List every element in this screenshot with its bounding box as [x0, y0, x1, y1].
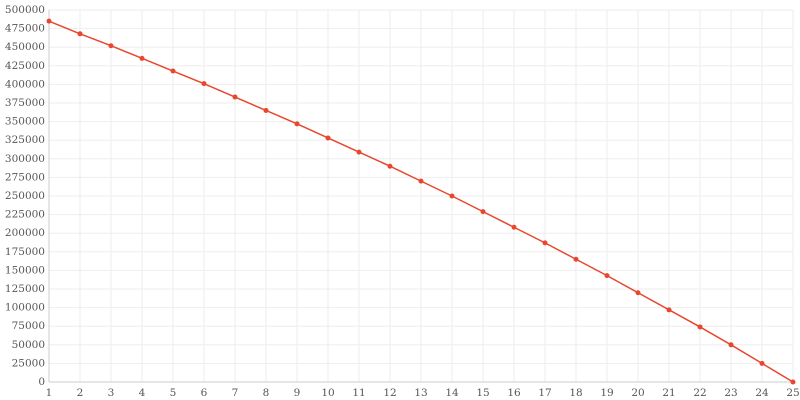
x-tick-label: 25	[786, 387, 799, 399]
x-tick-label: 15	[476, 387, 489, 399]
data-point	[201, 81, 207, 87]
data-point	[728, 342, 734, 348]
data-point	[604, 273, 610, 279]
x-tick-label: 4	[139, 387, 146, 399]
y-tick-label: 375000	[5, 97, 45, 109]
data-point	[573, 256, 579, 262]
data-point	[232, 94, 238, 100]
data-point	[356, 149, 362, 155]
x-tick-label: 12	[383, 387, 396, 399]
data-point	[635, 290, 641, 296]
x-tick-label: 9	[294, 387, 301, 399]
data-point	[542, 240, 548, 246]
data-point	[790, 379, 796, 385]
data-point	[294, 121, 300, 127]
data-point	[77, 31, 83, 37]
x-tick-label: 2	[77, 387, 84, 399]
data-point	[46, 18, 52, 24]
y-tick-label: 25000	[12, 357, 45, 369]
x-tick-label: 17	[538, 387, 551, 399]
data-point	[449, 193, 455, 199]
y-tick-label: 475000	[5, 23, 45, 35]
data-point	[387, 163, 393, 169]
data-point	[697, 324, 703, 330]
x-tick-label: 18	[569, 387, 582, 399]
x-tick-label: 19	[600, 387, 613, 399]
x-tick-label: 5	[170, 387, 177, 399]
x-tick-label: 16	[507, 387, 521, 399]
data-point	[108, 43, 114, 49]
x-tick-label: 22	[693, 387, 706, 399]
y-tick-label: 50000	[12, 339, 45, 351]
x-tick-label: 14	[445, 387, 459, 399]
data-point	[139, 55, 145, 61]
y-tick-label: 275000	[5, 171, 45, 183]
data-point	[170, 68, 176, 74]
y-tick-label: 100000	[5, 302, 45, 314]
x-tick-label: 8	[263, 387, 270, 399]
x-tick-label: 21	[662, 387, 675, 399]
y-tick-label: 300000	[5, 153, 45, 165]
x-tick-label: 23	[724, 387, 737, 399]
y-tick-label: 350000	[5, 116, 45, 128]
y-tick-label: 225000	[5, 209, 45, 221]
y-tick-label: 500000	[5, 4, 45, 16]
data-point	[511, 224, 517, 230]
y-tick-label: 250000	[5, 190, 45, 202]
y-tick-label: 125000	[5, 283, 45, 295]
y-tick-label: 75000	[12, 320, 45, 332]
y-tick-label: 150000	[5, 264, 45, 276]
y-tick-label: 0	[38, 376, 45, 388]
x-tick-label: 11	[352, 387, 365, 399]
x-tick-label: 1	[46, 387, 53, 399]
x-tick-label: 10	[321, 387, 334, 399]
y-tick-label: 450000	[5, 41, 45, 53]
x-tick-label: 24	[755, 387, 769, 399]
y-tick-label: 200000	[5, 227, 45, 239]
data-point	[759, 360, 765, 366]
x-tick-label: 13	[414, 387, 427, 399]
y-tick-label: 325000	[5, 134, 45, 146]
data-point	[263, 107, 269, 113]
data-point	[666, 307, 672, 313]
data-point	[418, 178, 424, 184]
x-tick-label: 20	[631, 387, 644, 399]
x-tick-label: 6	[201, 387, 208, 399]
y-tick-label: 400000	[5, 78, 45, 90]
x-tick-label: 3	[108, 387, 115, 399]
data-point	[325, 135, 331, 141]
y-tick-label: 175000	[5, 246, 45, 258]
y-tick-label: 425000	[5, 60, 45, 72]
x-tick-label: 7	[232, 387, 239, 399]
data-point	[480, 209, 486, 215]
